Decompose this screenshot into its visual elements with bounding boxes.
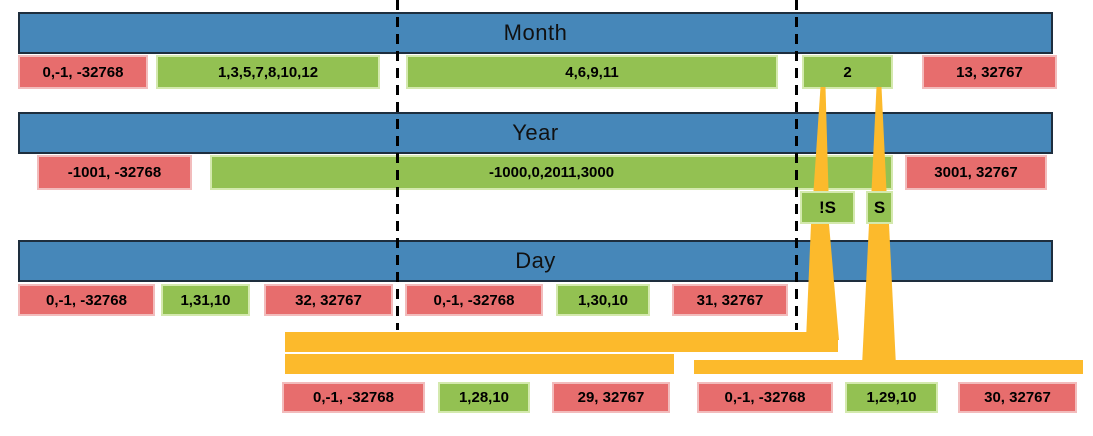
day-title: Day <box>515 248 556 273</box>
feb-nonleap-invalid-high: 29, 32767 <box>552 382 670 413</box>
not-leap-flag-box: !S <box>800 191 855 224</box>
feb-leap-invalid-high: 30, 32767 <box>958 382 1077 413</box>
day31-partition-valid: 1,31,10 <box>161 284 250 316</box>
nonleap-branch-bar <box>285 332 838 352</box>
day30-partition-valid: 1,30,10 <box>556 284 650 316</box>
leap-funnel <box>862 224 896 366</box>
nonleap-branch-bar-lower <box>285 354 674 374</box>
feb-nonleap-invalid-low: 0,-1, -32768 <box>282 382 425 413</box>
year-partition-invalid-high: 3001, 32767 <box>905 155 1047 190</box>
day30-partition-invalid-low: 0,-1, -32768 <box>405 284 543 316</box>
month-partition-30day: 4,6,9,11 <box>406 55 778 89</box>
leap-spike <box>871 87 887 191</box>
feb-leap-invalid-low: 0,-1, -32768 <box>697 382 833 413</box>
month-partition-invalid-high: 13, 32767 <box>922 55 1057 89</box>
feb-leap-valid: 1,29,10 <box>845 382 938 413</box>
leap-branch-bar <box>694 360 1083 374</box>
partition-boundary-line-left <box>396 0 399 330</box>
month-title: Month <box>503 20 568 45</box>
leap-flag-box: S <box>866 191 893 224</box>
year-partition-valid: -1000,0,2011,3000 <box>210 155 893 190</box>
nonleap-funnel <box>806 224 839 340</box>
partition-boundary-line-right <box>795 0 798 330</box>
month-partition-february: 2 <box>802 55 893 89</box>
day31-partition-invalid-low: 0,-1, -32768 <box>18 284 155 316</box>
nonleap-spike <box>813 87 829 191</box>
month-partition-31day: 1,3,5,7,8,10,12 <box>156 55 380 89</box>
day31-partition-invalid-high: 32, 32767 <box>264 284 393 316</box>
month-range-bar: Month <box>18 12 1053 54</box>
year-title: Year <box>512 120 559 145</box>
month-partition-invalid-low: 0,-1, -32768 <box>18 55 148 89</box>
year-partition-invalid-low: -1001, -32768 <box>37 155 192 190</box>
day30-partition-invalid-high: 31, 32767 <box>672 284 788 316</box>
feb-nonleap-valid: 1,28,10 <box>438 382 530 413</box>
